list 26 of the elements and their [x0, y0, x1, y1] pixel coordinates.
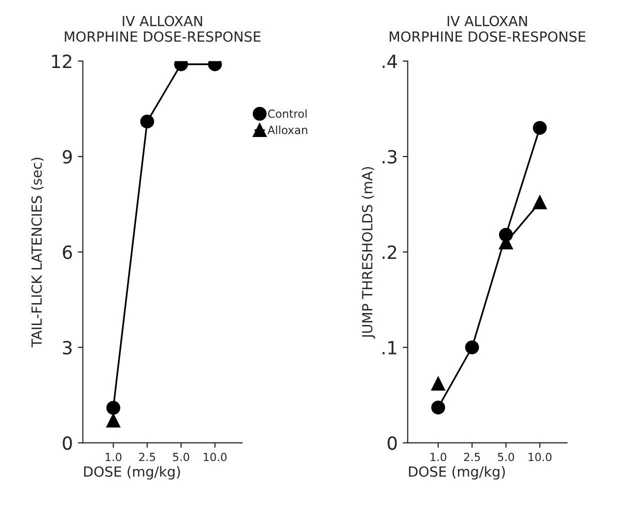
y-tick-label: 3	[62, 340, 72, 355]
x-tick-label: 10.0	[528, 452, 552, 462]
x-tick-label: 1.0	[430, 452, 446, 462]
x-tick-label: 1.0	[106, 452, 122, 462]
y-tick-label: 0	[388, 436, 397, 450]
chart-title: IV ALLOXAN MORPHINE DOSE-RESPONSE	[390, 16, 586, 42]
chart-title: IV ALLOXAN MORPHINE DOSE-RESPONSE	[64, 16, 260, 42]
legend-label: Control	[268, 109, 307, 118]
y-tick-label: .3	[382, 150, 397, 164]
x-axis-title: DOSE (mg/kg)	[84, 466, 180, 480]
y-tick-label: 6	[62, 245, 72, 260]
x-tick-label: 5.0	[173, 452, 190, 462]
y-tick-label: .1	[382, 341, 396, 354]
y-tick-label: 12	[52, 54, 72, 68]
y-tick-label: 0	[62, 436, 72, 450]
y-tick-label: 9	[62, 150, 72, 164]
x-tick-label: 2.5	[464, 452, 480, 462]
x-tick-label: 2.5	[139, 452, 156, 462]
y-axis-title: JUMP THRESHOLDS (mA)	[362, 167, 376, 339]
x-tick-label: 5.0	[498, 452, 514, 462]
x-tick-label: 10.0	[204, 452, 227, 462]
y-tick-label: .4	[382, 54, 397, 68]
legend-label: Alloxan	[268, 126, 308, 134]
x-axis-title: DOSE (mg/kg)	[409, 466, 505, 480]
y-tick-label: .2	[382, 245, 396, 259]
y-axis-title: TAIL-FLICK LATENCIES (sec)	[31, 158, 44, 348]
